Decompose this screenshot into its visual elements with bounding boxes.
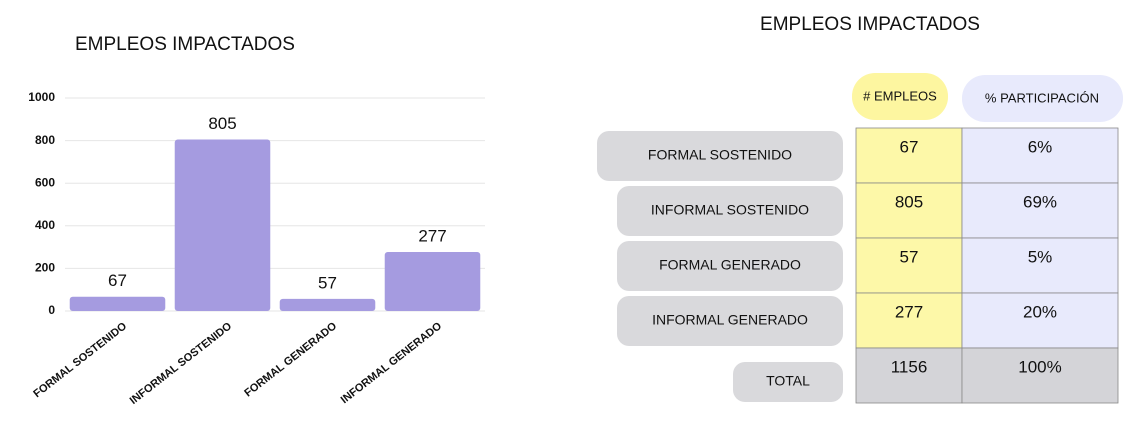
column-header: % PARTICIPACIÓN (985, 90, 1099, 105)
y-tick-label: 0 (48, 303, 55, 317)
bar (384, 251, 481, 311)
row-label-pill (617, 241, 843, 291)
cell-value: 805 (895, 192, 923, 211)
y-tick-label: 200 (35, 261, 55, 275)
row-label: INFORMAL GENERADO (652, 312, 808, 328)
bar (174, 139, 271, 311)
y-tick-label: 600 (35, 175, 55, 189)
row-label-pill (733, 362, 843, 402)
x-tick-label: INFORMAL GENERADO (339, 320, 445, 406)
cell-value: 5% (1028, 247, 1053, 266)
cell (961, 292, 1119, 349)
bar (69, 296, 166, 311)
cell (961, 182, 1119, 239)
data-label: 67 (108, 271, 127, 290)
cell (961, 237, 1119, 294)
data-label: 57 (318, 273, 337, 292)
row-label: FORMAL SOSTENIDO (648, 147, 792, 163)
cell (855, 182, 963, 239)
row-label-pill (597, 131, 843, 181)
cell (855, 347, 963, 404)
x-tick-label: INFORMAL SOSTENIDO (128, 320, 235, 407)
cell-value: 1156 (891, 357, 928, 376)
row-label-pill (617, 296, 843, 346)
data-label: 805 (208, 114, 236, 133)
y-tick-label: 400 (35, 218, 55, 232)
x-tick-label: FORMAL GENERADO (242, 320, 339, 400)
cell-value: 67 (900, 137, 919, 156)
row-label: TOTAL (766, 373, 810, 389)
row-label: INFORMAL SOSTENIDO (651, 202, 809, 218)
cell-value: 69% (1023, 192, 1057, 211)
cell (855, 292, 963, 349)
column-header: # EMPLEOS (863, 88, 937, 103)
cell-value: 57 (900, 247, 919, 266)
cell-value: 277 (895, 302, 923, 321)
row-label: FORMAL GENERADO (659, 257, 801, 273)
chart-title: EMPLEOS IMPACTADOS (75, 34, 295, 55)
bar (279, 298, 376, 311)
cell-value: 6% (1028, 137, 1053, 156)
row-label-pill (617, 186, 843, 236)
table-title: EMPLEOS IMPACTADOS (760, 14, 980, 35)
y-tick-label: 1000 (28, 90, 55, 104)
header-pill (852, 73, 948, 120)
y-tick-label: 800 (35, 133, 55, 147)
cell-value: 20% (1023, 302, 1057, 321)
data-label: 277 (418, 226, 446, 245)
x-tick-label: FORMAL SOSTENIDO (31, 320, 129, 400)
cell (961, 127, 1119, 184)
cell (961, 347, 1119, 404)
header-pill (962, 75, 1123, 122)
cell-value: 100% (1018, 357, 1061, 376)
